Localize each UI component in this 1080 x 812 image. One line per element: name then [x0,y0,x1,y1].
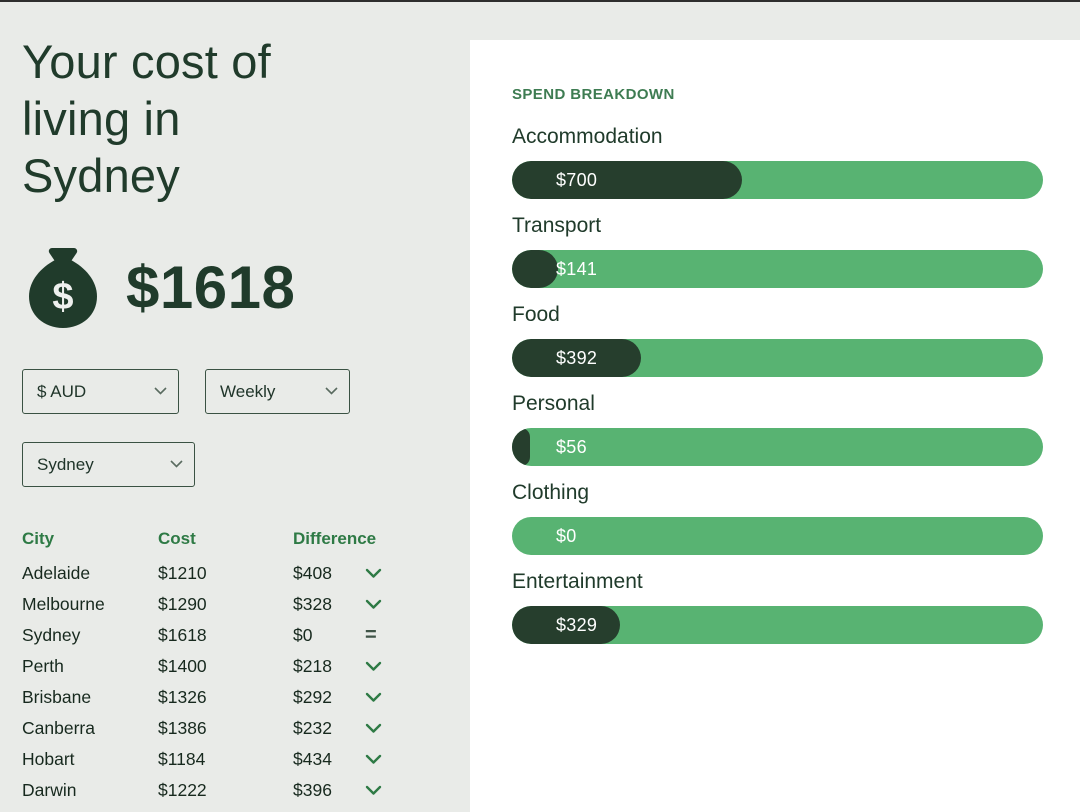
spend-category-label: Food [512,303,560,326]
filters-row: $ AUD Weekly [22,368,452,414]
chevron-down-icon [365,723,382,733]
difference-direction-icon: = [365,713,405,744]
spend-bar-value: $700 [556,169,598,190]
city-select[interactable]: Sydney [23,442,194,486]
table-cell-cost: $1184 [158,748,206,769]
spend-bar-track: $700 [512,161,1043,199]
chevron-down-icon [365,661,382,671]
table-cell-city: Perth [22,655,64,676]
page-title: Your cost of living in Sydney [22,34,452,205]
table-cell-cost: $1386 [158,717,207,738]
difference-direction-icon: = [365,558,405,589]
table-cell-difference: $0 [293,624,313,645]
table-cell-city: Hobart [22,748,75,769]
table-header-difference: Difference [293,528,377,548]
spend-breakdown-list: Accommodation $700 Transport $141 Food [512,125,1043,644]
money-bag-icon: $ [22,245,104,331]
table-cell-difference: $328 [293,593,332,614]
period-select-wrap: Weekly [205,368,350,414]
table-cell-cost: $1222 [158,779,207,800]
spend-bar-fill [512,250,559,288]
table-cell-city: Sydney [22,624,81,645]
spend-category-group: Food $392 [512,303,1043,377]
spend-bar-fill [512,606,620,644]
difference-direction-icon: = [365,682,405,713]
spend-category-group: Entertainment $329 [512,570,1043,644]
spend-bar-track: $141 [512,250,1043,288]
currency-select-wrap: $ AUD [22,368,179,414]
page-title-line-1: Your cost of [22,35,271,88]
spend-category-label: Transport [512,214,602,237]
table-cell-cost: $1400 [158,655,207,676]
spend-bar-track: $56 [512,428,1043,466]
table-cell-city: Darwin [22,779,77,800]
chevron-down-icon [365,568,382,578]
spend-category-label: Accommodation [512,125,663,148]
table-cell-difference: $218 [293,655,332,676]
table-cell-difference: $292 [293,686,332,707]
page-title-line-3: Sydney [22,148,180,202]
cost-of-living-panel: Your cost of living in Sydney $ $1618 $ … [22,34,452,806]
difference-direction-icon: = [365,589,405,620]
spend-bar-track: $329 [512,606,1043,644]
spend-breakdown-card: SPEND BREAKDOWN Accommodation $700 Trans… [470,40,1080,812]
table-cell-city: Melbourne [22,593,105,614]
chevron-down-icon [365,754,382,764]
difference-direction-icon: = [365,744,405,775]
spend-bar-value: $392 [556,347,598,368]
difference-direction-icon: = [365,651,405,682]
chevron-down-icon [365,692,382,702]
spend-category-group: Personal $56 [512,392,1043,466]
table-cell-difference: $408 [293,562,332,583]
table-cell-city: Canberra [22,717,95,738]
city-comparison-table: City Cost Difference Adelaide $1210 $408… [22,529,452,806]
table-cell-difference: $434 [293,748,332,769]
total-cost-row: $ $1618 [22,245,452,331]
chevron-down-icon [365,785,382,795]
spend-bar-track: $392 [512,339,1043,377]
table-cell-difference: $232 [293,717,332,738]
spend-bar-value: $329 [556,614,598,635]
spend-category-label: Clothing [512,481,590,504]
difference-direction-icon: = [365,620,405,651]
spend-breakdown-heading: SPEND BREAKDOWN [512,86,675,103]
period-select[interactable]: Weekly [206,369,349,413]
table-cell-city: Adelaide [22,562,91,583]
table-cell-city: Brisbane [22,686,92,707]
spend-category-label: Entertainment [512,570,643,593]
spend-bar-value: $141 [556,258,598,279]
currency-select[interactable]: $ AUD [23,369,178,413]
spend-category-group: Clothing $0 [512,481,1043,555]
equals-icon: = [365,623,377,646]
spend-bar-value: $0 [556,525,577,546]
spend-bar-track: $0 [512,517,1043,555]
top-divider [0,0,1080,2]
table-header-city: City [22,528,55,548]
total-cost-value: $1618 [126,254,296,322]
spend-category-label: Personal [512,392,595,415]
table-cell-cost: $1210 [158,562,207,583]
spend-bar-value: $56 [556,436,587,457]
svg-text:$: $ [52,276,73,318]
chevron-down-icon [365,599,382,609]
difference-direction-icon: = [365,775,405,806]
table-cell-cost: $1618 [158,624,207,645]
page-title-line-2: living in [22,91,181,145]
table-cell-cost: $1326 [158,686,207,707]
spend-category-group: Transport $141 [512,214,1043,288]
spend-bar-fill [512,339,641,377]
table-header-cost: Cost [158,528,196,548]
table-cell-difference: $396 [293,779,332,800]
city-select-wrap: Sydney [22,441,195,487]
table-cell-cost: $1290 [158,593,207,614]
spend-category-group: Accommodation $700 [512,125,1043,199]
spend-bar-fill [512,161,742,199]
spend-bar-fill [512,428,531,466]
